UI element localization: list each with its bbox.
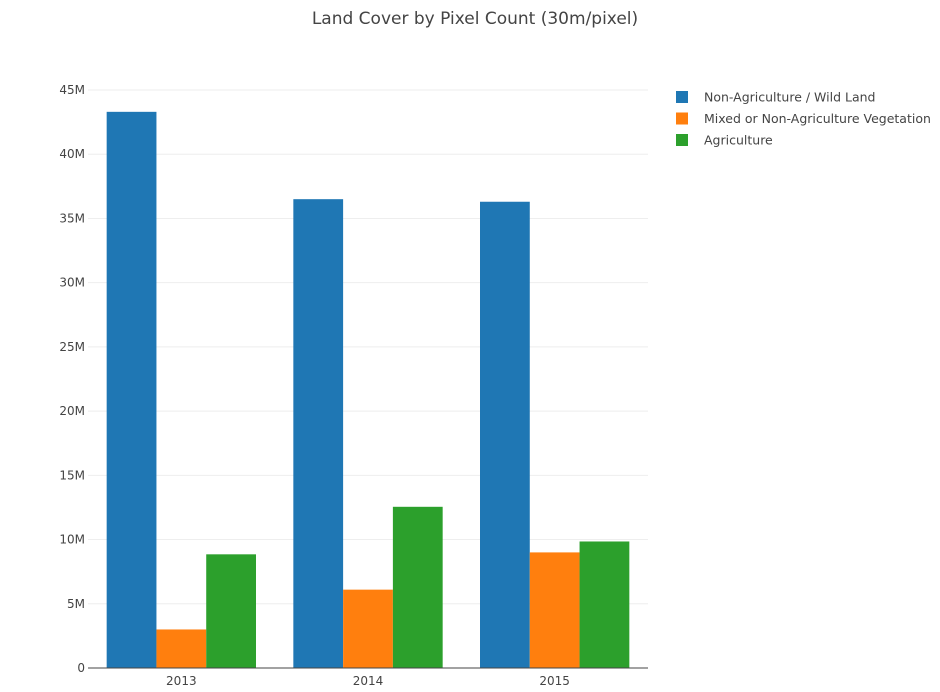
legend-label: Mixed or Non-Agriculture Vegetation [704, 111, 931, 126]
legend-item[interactable]: Non-Agriculture / Wild Land [676, 90, 875, 105]
chart-title: Land Cover by Pixel Count (30m/pixel) [312, 9, 638, 29]
y-tick-label: 20M [59, 404, 85, 418]
y-tick-label: 15M [59, 468, 85, 482]
x-tick-label: 2015 [539, 674, 570, 688]
bar-non-agriculture-wild-land-2015[interactable] [480, 201, 530, 668]
legend-swatch [676, 112, 688, 125]
legend-swatch [676, 134, 688, 146]
y-tick-label: 40M [59, 147, 85, 161]
legend-item[interactable]: Agriculture [676, 133, 773, 148]
bar-mixed-or-non-agriculture-vegetation-2014[interactable] [343, 589, 393, 668]
y-axis-ticks: 0 5M 10M 15M 20M 25M 30M 35M 40M 45M [59, 83, 85, 675]
legend-swatch [676, 91, 688, 103]
bar-agriculture-2015[interactable] [579, 541, 630, 668]
y-tick-label: 35M [59, 211, 85, 225]
y-tick-label: 45M [59, 83, 85, 97]
bar-agriculture-2014[interactable] [392, 506, 443, 668]
y-tick-label: 30M [59, 276, 85, 290]
y-tick-label: 25M [59, 340, 85, 354]
legend-item[interactable]: Mixed or Non-Agriculture Vegetation [676, 111, 931, 126]
x-axis-ticks: 2013 2014 2015 [166, 674, 570, 688]
bar-agriculture-2013[interactable] [206, 554, 256, 668]
bar-mixed-or-non-agriculture-vegetation-2015[interactable] [529, 552, 580, 668]
legend-label: Non-Agriculture / Wild Land [704, 90, 875, 105]
bars [106, 111, 630, 668]
y-tick-label: 10M [59, 533, 85, 547]
gridlines [88, 89, 648, 605]
legend-label: Agriculture [704, 133, 773, 148]
y-tick-label: 0 [77, 661, 85, 675]
legend[interactable]: Non-Agriculture / Wild Land Mixed or Non-… [676, 90, 931, 148]
bar-mixed-or-non-agriculture-vegetation-2013[interactable] [156, 629, 207, 668]
y-tick-label: 5M [67, 597, 85, 611]
bar-non-agriculture-wild-land-2013[interactable] [106, 111, 157, 668]
bar-non-agriculture-wild-land-2014[interactable] [293, 199, 344, 668]
x-tick-label: 2013 [166, 674, 197, 688]
x-tick-label: 2014 [353, 674, 384, 688]
